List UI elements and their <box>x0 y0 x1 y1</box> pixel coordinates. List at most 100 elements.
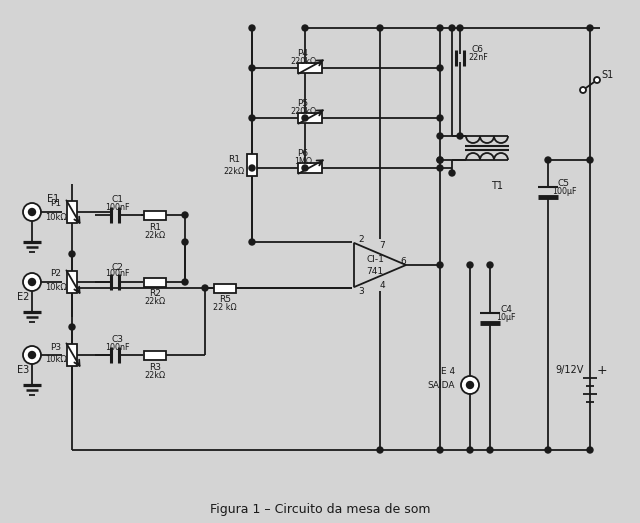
Text: 22kΩ: 22kΩ <box>145 370 166 380</box>
Text: 100µF: 100µF <box>552 188 576 197</box>
Circle shape <box>377 25 383 31</box>
Circle shape <box>249 25 255 31</box>
Circle shape <box>457 133 463 139</box>
Text: CI-1: CI-1 <box>366 256 384 265</box>
Circle shape <box>545 447 551 453</box>
Text: 22nF: 22nF <box>468 53 488 63</box>
Text: 3: 3 <box>358 287 364 295</box>
FancyBboxPatch shape <box>144 278 166 287</box>
Circle shape <box>437 447 443 453</box>
Text: T1: T1 <box>491 181 503 191</box>
Circle shape <box>467 262 473 268</box>
Circle shape <box>302 165 308 171</box>
Text: 22kΩ: 22kΩ <box>145 298 166 306</box>
Text: 22kΩ: 22kΩ <box>223 166 244 176</box>
Text: 741: 741 <box>367 267 383 277</box>
Circle shape <box>587 25 593 31</box>
Text: R5: R5 <box>219 295 231 304</box>
Text: P5: P5 <box>298 99 308 108</box>
Circle shape <box>69 251 75 257</box>
Circle shape <box>23 273 41 291</box>
Text: P2: P2 <box>51 269 61 279</box>
Circle shape <box>437 157 443 163</box>
Text: Figura 1 – Circuito da mesa de som: Figura 1 – Circuito da mesa de som <box>210 504 430 517</box>
Circle shape <box>467 381 474 389</box>
Text: S1: S1 <box>602 70 614 80</box>
Text: P4: P4 <box>298 50 308 59</box>
FancyBboxPatch shape <box>144 210 166 220</box>
Circle shape <box>545 157 551 163</box>
Circle shape <box>437 25 443 31</box>
Circle shape <box>467 447 473 453</box>
Text: C1: C1 <box>111 196 123 204</box>
Text: C6: C6 <box>472 46 484 54</box>
Circle shape <box>202 285 208 291</box>
Circle shape <box>487 262 493 268</box>
Circle shape <box>437 157 443 163</box>
Text: 9/12V: 9/12V <box>556 365 584 375</box>
Circle shape <box>457 25 463 31</box>
Text: 22 kΩ: 22 kΩ <box>213 303 237 313</box>
Circle shape <box>377 447 383 453</box>
Text: 4: 4 <box>379 280 385 290</box>
Text: E3: E3 <box>17 365 29 375</box>
FancyBboxPatch shape <box>214 283 236 292</box>
Text: C5: C5 <box>558 179 570 188</box>
Text: 10kΩ: 10kΩ <box>45 356 67 365</box>
Text: 100nF: 100nF <box>105 269 129 279</box>
FancyBboxPatch shape <box>247 154 257 176</box>
FancyBboxPatch shape <box>144 350 166 359</box>
Circle shape <box>437 115 443 121</box>
Circle shape <box>461 376 479 394</box>
Text: 220kΩ: 220kΩ <box>290 107 316 116</box>
Circle shape <box>23 346 41 364</box>
Circle shape <box>182 279 188 285</box>
Circle shape <box>302 115 308 121</box>
Circle shape <box>23 203 41 221</box>
Circle shape <box>487 447 493 453</box>
Text: P1: P1 <box>51 199 61 209</box>
Circle shape <box>249 115 255 121</box>
Circle shape <box>594 77 600 83</box>
Text: E1: E1 <box>47 194 60 204</box>
Text: C3: C3 <box>111 335 123 345</box>
Circle shape <box>587 157 593 163</box>
Circle shape <box>437 165 443 171</box>
FancyBboxPatch shape <box>298 163 322 173</box>
Circle shape <box>437 262 443 268</box>
Text: P6: P6 <box>298 150 308 158</box>
Text: P3: P3 <box>51 343 61 351</box>
Text: E2: E2 <box>17 292 29 302</box>
Circle shape <box>587 447 593 453</box>
Text: R1: R1 <box>149 222 161 232</box>
FancyBboxPatch shape <box>298 113 322 123</box>
Text: 10kΩ: 10kΩ <box>45 212 67 222</box>
Circle shape <box>182 239 188 245</box>
FancyBboxPatch shape <box>67 201 77 223</box>
Text: R1: R1 <box>228 155 240 165</box>
Circle shape <box>437 65 443 71</box>
Text: 100nF: 100nF <box>105 202 129 211</box>
Text: E 4: E 4 <box>441 368 455 377</box>
FancyBboxPatch shape <box>67 344 77 366</box>
Circle shape <box>449 170 455 176</box>
FancyBboxPatch shape <box>298 63 322 73</box>
Circle shape <box>69 324 75 330</box>
Circle shape <box>249 165 255 171</box>
Text: 2: 2 <box>358 234 364 244</box>
Text: 10µF: 10µF <box>496 313 516 323</box>
Circle shape <box>580 87 586 93</box>
Text: 1MΩ: 1MΩ <box>294 156 312 165</box>
Text: 7: 7 <box>379 241 385 249</box>
Circle shape <box>29 279 35 286</box>
Text: 100nF: 100nF <box>105 343 129 351</box>
Circle shape <box>449 25 455 31</box>
Text: 10kΩ: 10kΩ <box>45 282 67 291</box>
Circle shape <box>249 65 255 71</box>
Circle shape <box>437 133 443 139</box>
Text: SAÍDA: SAÍDA <box>428 381 455 390</box>
Text: R3: R3 <box>149 362 161 371</box>
Circle shape <box>302 25 308 31</box>
Circle shape <box>29 209 35 215</box>
Circle shape <box>182 212 188 218</box>
